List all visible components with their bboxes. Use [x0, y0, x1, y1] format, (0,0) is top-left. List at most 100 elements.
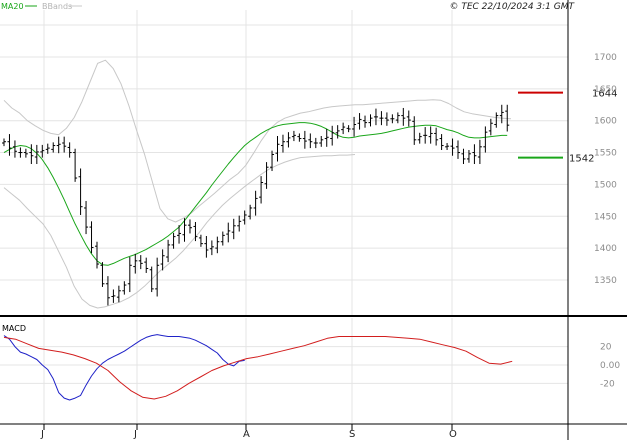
ohlc-bar — [494, 112, 499, 128]
ohlc-bar — [275, 135, 280, 162]
ohlc-bar — [456, 140, 461, 159]
ohlc-bar — [187, 219, 192, 234]
ohlc-bar — [352, 116, 357, 137]
ohlc-bar — [89, 221, 94, 254]
ohlc-bar — [313, 137, 318, 149]
time-tick-label: J — [133, 429, 137, 440]
ohlc-bar — [330, 125, 335, 146]
ohlc-bar — [341, 122, 346, 135]
ohlc-bar — [62, 136, 67, 153]
bbands-legend: BBands — [42, 2, 72, 11]
ohlc-bar — [483, 126, 488, 153]
ohlc-bar — [384, 112, 389, 126]
ohlc-bar — [357, 113, 362, 130]
ohlc-bar — [308, 133, 313, 149]
ohlc-bar — [346, 125, 351, 133]
time-tick-label: A — [243, 429, 250, 440]
ohlc-bar — [395, 112, 400, 124]
ohlc-bar — [466, 150, 471, 163]
ohlc-bar — [94, 241, 99, 269]
ohlc-bar — [335, 125, 340, 139]
ma20-legend: MA20 — [1, 2, 24, 11]
ohlc-bar — [166, 239, 171, 263]
ohlc-bar — [7, 134, 12, 156]
ohlc-bar — [144, 257, 149, 273]
time-tick-label: J — [40, 429, 44, 440]
ohlc-bar — [423, 127, 428, 144]
price-tick-label: 1700 — [594, 53, 617, 63]
ohlc-bar — [417, 132, 422, 144]
price-series-layer — [2, 59, 512, 309]
ohlc-bar — [373, 108, 378, 126]
ohlc-bar — [445, 142, 450, 151]
time-tick-label: O — [449, 429, 457, 440]
macd-series-layer — [3, 334, 513, 401]
ohlc-bar — [215, 236, 220, 254]
ohlc-bar — [231, 218, 236, 240]
ohlc-bar — [40, 144, 45, 158]
ohlc-bar — [428, 126, 433, 144]
ohlc-bar — [220, 231, 225, 246]
ohlc-bar — [2, 138, 6, 147]
ohlc-bar — [450, 138, 455, 156]
ohlc-bar — [499, 104, 504, 124]
bollinger-upper-line — [3, 59, 512, 223]
ohlc-bar — [406, 110, 411, 127]
price-tick-label: 1650 — [594, 85, 617, 95]
ohlc-bar — [29, 144, 34, 165]
ohlc-bar — [319, 135, 324, 147]
ohlc-bar — [248, 204, 253, 220]
ohlc-bar — [23, 148, 28, 158]
ohlc-bar — [133, 253, 138, 274]
ohlc-bar — [286, 132, 291, 148]
macd-tick-label: 20 — [600, 343, 612, 353]
ohlc-bar — [78, 168, 83, 215]
ohlc-bar — [379, 111, 384, 126]
ma20-line — [3, 122, 508, 266]
ohlc-bar — [122, 281, 127, 295]
macd-tick-label: -20 — [600, 379, 615, 389]
ohlc-bar — [291, 130, 296, 142]
ohlc-bar — [73, 148, 78, 182]
ohlc-bar — [302, 130, 307, 149]
ohlc-bar — [18, 147, 23, 158]
ohlc-bar — [477, 139, 482, 165]
ohlc-bar — [45, 143, 50, 154]
macd-gridlines — [0, 318, 568, 423]
ohlc-bar — [401, 107, 406, 126]
signal-line — [3, 336, 513, 400]
support-label: 1542 — [569, 154, 594, 165]
ohlc-bar — [390, 114, 395, 124]
price-tick-label: 1500 — [594, 180, 617, 190]
ohlc-bar — [439, 134, 444, 151]
ohlc-bar — [138, 255, 143, 270]
price-tick-label: 1550 — [594, 149, 617, 159]
ohlc-bar — [67, 142, 72, 158]
ohlc-bar — [171, 232, 176, 249]
price-tick-label: 1450 — [594, 212, 617, 222]
ohlc-bar — [198, 234, 203, 247]
copyright-text: © TEC 22/10/2024 3:1 GMT — [449, 2, 575, 12]
macd-legend: MACD — [2, 324, 26, 333]
ohlc-bar — [51, 142, 56, 153]
ohlc-bar — [270, 150, 275, 172]
ohlc-bar — [280, 134, 285, 153]
ohlc-bar — [264, 162, 269, 189]
ohlc-bar — [160, 249, 165, 271]
ohlc-bar — [12, 140, 17, 158]
ohlc-bar — [505, 104, 510, 132]
ohlc-bar — [253, 190, 258, 216]
price-tick-label: 1600 — [594, 117, 617, 127]
ohlc-bar — [324, 128, 329, 147]
ohlc-bar — [193, 221, 198, 242]
ohlc-bar — [105, 276, 110, 306]
ohlc-bar — [472, 144, 477, 165]
ohlc-bar — [127, 257, 132, 293]
ohlc-bar — [56, 136, 61, 154]
ohlc-bar — [182, 218, 187, 242]
macd-tick-label: 0.00 — [600, 361, 620, 371]
price-gridlines — [0, 10, 568, 315]
ohlc-bar — [116, 285, 121, 303]
